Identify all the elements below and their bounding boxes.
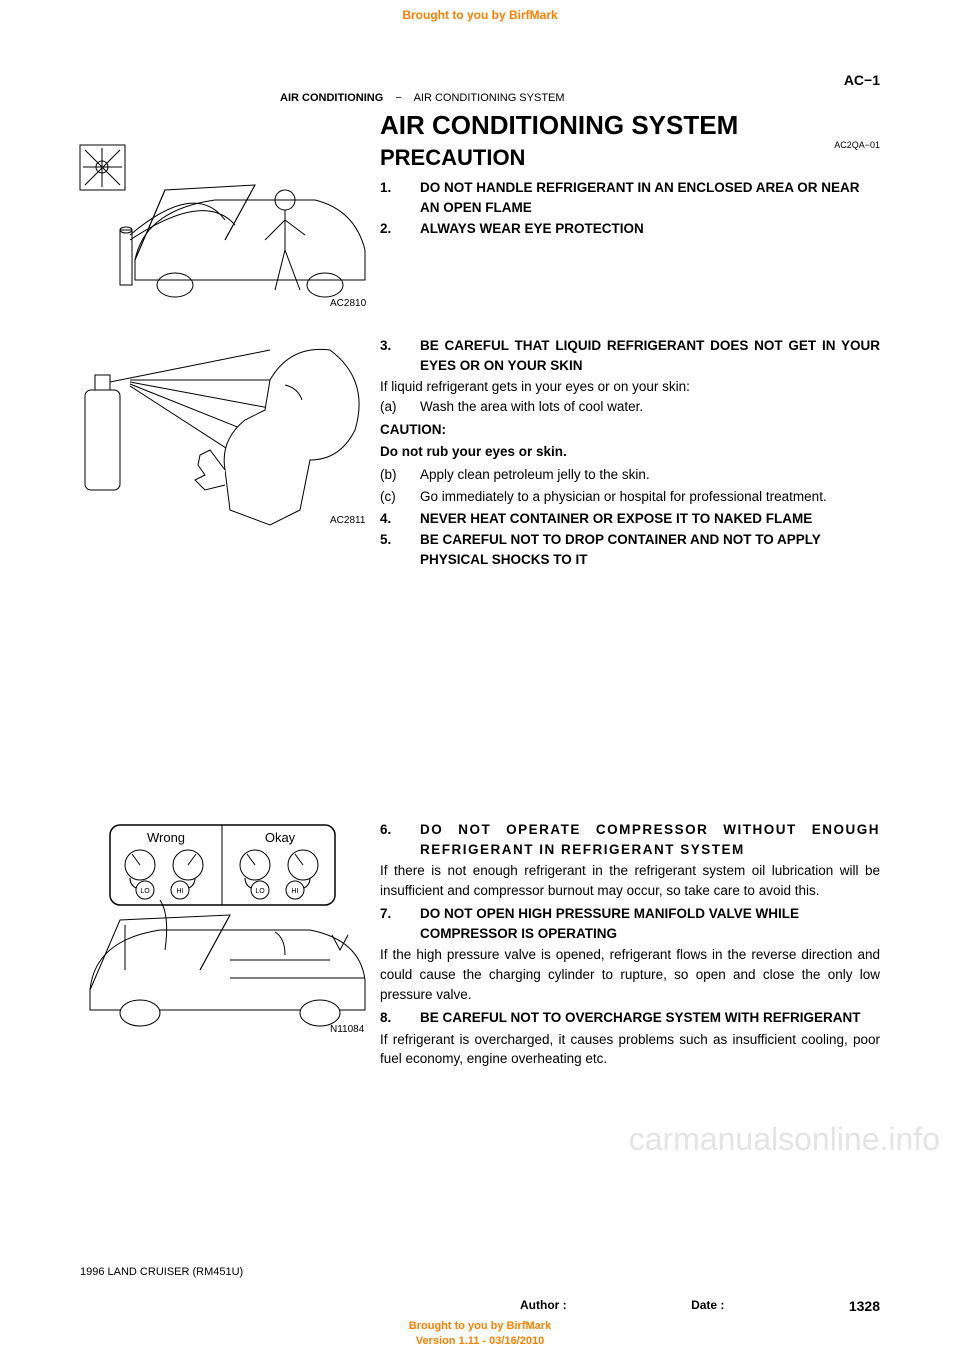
caution-label: CAUTION: [380, 420, 880, 440]
figure-2 [70, 340, 370, 530]
paragraph-7: If the high pressure valve is opened, re… [380, 945, 880, 1004]
date-label: Date : [691, 1298, 724, 1314]
sub-label: (c) [380, 487, 420, 507]
figure-2-label: AC2811 [330, 515, 365, 526]
bottom-banner: Brought to you by BirfMark Version 1.11 … [0, 1319, 960, 1348]
footer-row: Author : Date : 1328 [520, 1298, 880, 1314]
item-text: BE CAREFUL NOT TO DROP CONTAINER AND NOT… [420, 530, 880, 569]
footer-reference: 1996 LAND CRUISER (RM451U) [80, 1266, 243, 1278]
sub-b: (b) Apply clean petroleum jelly to the s… [380, 465, 880, 485]
sub-text: Apply clean petroleum jelly to the skin. [420, 465, 880, 485]
item-5: 5. BE CAREFUL NOT TO DROP CONTAINER AND … [380, 530, 880, 569]
paragraph-6: If there is not enough refrigerant in th… [380, 861, 880, 900]
sub-text: Go immediately to a physician or hospita… [420, 487, 880, 507]
bottom-banner-line2: Version 1.11 - 03/16/2010 [0, 1334, 960, 1348]
item-4: 4. NEVER HEAT CONTAINER OR EXPOSE IT TO … [380, 509, 880, 529]
instructions-block-2: 3. BE CAREFUL THAT LIQUID REFRIGERANT DO… [380, 336, 880, 571]
breadcrumb-subsection: AIR CONDITIONING SYSTEM [414, 92, 565, 104]
figure-3: Wrong Okay LO HI LO HI [70, 820, 370, 1050]
author-label: Author : [520, 1298, 567, 1314]
item-text: BE CAREFUL NOT TO OVERCHARGE SYSTEM WITH… [420, 1008, 880, 1028]
page-title: AIR CONDITIONING SYSTEM [380, 110, 738, 141]
item-2: 2. ALWAYS WEAR EYE PROTECTION [380, 219, 880, 239]
caution-text: Do not rub your eyes or skin. [380, 442, 880, 462]
figure-1-label: AC2810 [330, 298, 366, 309]
breadcrumb-section: AIR CONDITIONING [280, 92, 383, 104]
svg-text:LO: LO [255, 888, 265, 895]
item-8: 8. BE CAREFUL NOT TO OVERCHARGE SYSTEM W… [380, 1008, 880, 1028]
item-3: 3. BE CAREFUL THAT LIQUID REFRIGERANT DO… [380, 336, 880, 375]
svg-text:LO: LO [140, 888, 150, 895]
item-text: DO NOT OPERATE COMPRESSOR WITHOUT ENOUGH… [420, 820, 880, 859]
item-text: BE CAREFUL THAT LIQUID REFRIGERANT DOES … [420, 336, 880, 375]
item-num: 3. [380, 336, 420, 375]
page-reference: AC−1 [844, 72, 880, 88]
paragraph-8: If refrigerant is overcharged, it causes… [380, 1030, 880, 1069]
item-num: 2. [380, 219, 420, 239]
figure-1 [75, 140, 375, 320]
svg-text:HI: HI [292, 888, 299, 895]
page-number: 1328 [849, 1298, 880, 1314]
item-text: ALWAYS WEAR EYE PROTECTION [420, 219, 880, 239]
doc-code: AC2QA−01 [834, 140, 880, 150]
item-num: 1. [380, 178, 420, 217]
fig3-okay-text: Okay [265, 830, 296, 845]
item-num: 7. [380, 904, 420, 943]
sub-label: (b) [380, 465, 420, 485]
bottom-banner-line1: Brought to you by BirfMark [0, 1319, 960, 1333]
item-num: 6. [380, 820, 420, 859]
item-text: DO NOT HANDLE REFRIGERANT IN AN ENCLOSED… [420, 178, 880, 217]
sub-c: (c) Go immediately to a physician or hos… [380, 487, 880, 507]
item-text: NEVER HEAT CONTAINER OR EXPOSE IT TO NAK… [420, 509, 880, 529]
item-1: 1. DO NOT HANDLE REFRIGERANT IN AN ENCLO… [380, 178, 880, 217]
instructions-block-1: 1. DO NOT HANDLE REFRIGERANT IN AN ENCLO… [380, 178, 880, 241]
sub-a: (a) Wash the area with lots of cool wate… [380, 397, 880, 417]
fig3-wrong-text: Wrong [147, 830, 185, 845]
breadcrumb: AIR CONDITIONING − AIR CONDITIONING SYST… [280, 92, 565, 104]
watermark: carmanualsonline.info [629, 1121, 940, 1158]
breadcrumb-sep: − [396, 92, 402, 104]
item-text: DO NOT OPEN HIGH PRESSURE MANIFOLD VALVE… [420, 904, 880, 943]
intro-text: If liquid refrigerant gets in your eyes … [380, 377, 880, 397]
item-7: 7. DO NOT OPEN HIGH PRESSURE MANIFOLD VA… [380, 904, 880, 943]
item-6: 6. DO NOT OPERATE COMPRESSOR WITHOUT ENO… [380, 820, 880, 859]
svg-text:HI: HI [177, 888, 184, 895]
sub-text: Wash the area with lots of cool water. [420, 397, 880, 417]
item-num: 8. [380, 1008, 420, 1028]
instructions-block-3: 6. DO NOT OPERATE COMPRESSOR WITHOUT ENO… [380, 820, 880, 1069]
top-banner: Brought to you by BirfMark [0, 0, 960, 22]
sub-label: (a) [380, 397, 420, 417]
item-num: 4. [380, 509, 420, 529]
item-num: 5. [380, 530, 420, 569]
page-subtitle: PRECAUTION [380, 145, 525, 171]
figure-3-label: N11084 [330, 1024, 364, 1035]
